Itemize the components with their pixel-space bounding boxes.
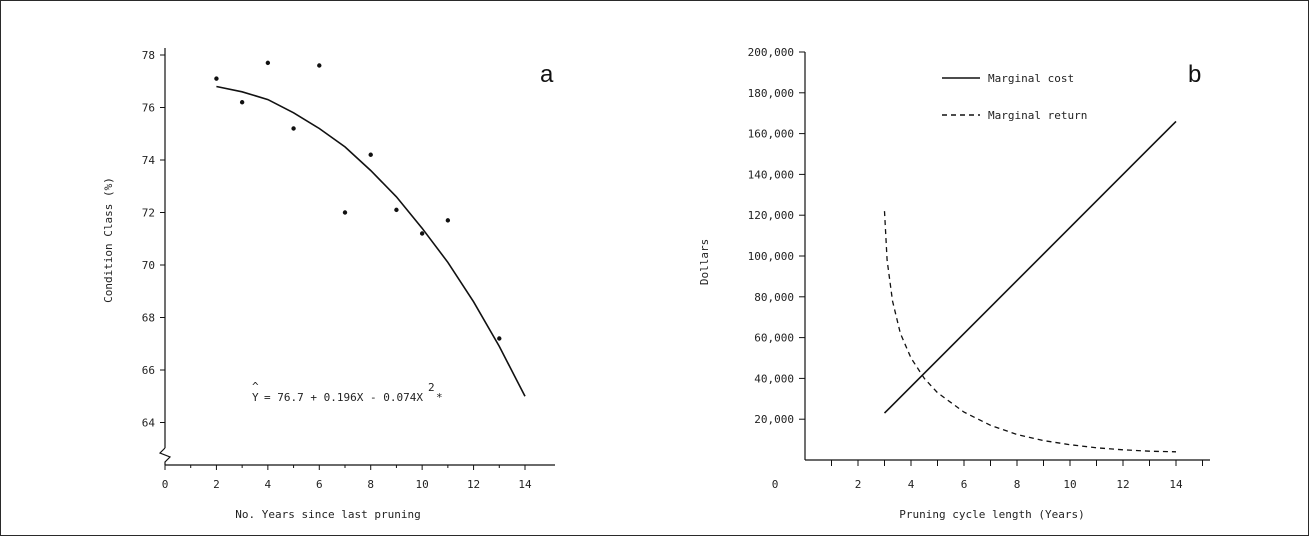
panel-b-y-tick-label: 160,000 bbox=[748, 128, 794, 141]
panel-a-x-tick-label: 10 bbox=[416, 478, 429, 491]
panel-b-x-axis-title: Pruning cycle length (Years) bbox=[899, 508, 1084, 521]
panel-b-y-tick-label: 100,000 bbox=[748, 250, 794, 263]
panel-a-y-tick-label: 72 bbox=[142, 207, 155, 220]
legend-label-marginal-return: Marginal return bbox=[988, 109, 1087, 122]
panel-b-y-tick-label: 120,000 bbox=[748, 209, 794, 222]
panel-a-equation: ^ Y = 76.7 + 0.196X - 0.074X 2 * bbox=[252, 380, 443, 404]
equation-significance: * bbox=[436, 391, 443, 404]
panel-b-x-tick-label: 10 bbox=[1063, 478, 1076, 491]
panel-b-letter: b bbox=[1188, 61, 1201, 88]
panel-a-x-tick-label: 0 bbox=[162, 478, 169, 491]
panel-b-y-tick-label: 80,000 bbox=[754, 291, 794, 304]
panel-b-y-tick-label: 180,000 bbox=[748, 87, 794, 100]
panel-a-y-tick-label: 64 bbox=[142, 417, 156, 430]
panel-a-y-tick-label: 66 bbox=[142, 364, 155, 377]
panel-a-y-tick-label: 70 bbox=[142, 259, 155, 272]
panel-a-letter: a bbox=[540, 61, 554, 88]
panel-b-x-tick-label: 14 bbox=[1169, 478, 1183, 491]
panel-a-x-axis-title: No. Years since last pruning bbox=[235, 508, 420, 521]
panel-a-x-tick-label: 6 bbox=[316, 478, 323, 491]
panel-a-data-point bbox=[419, 231, 425, 236]
panel-a-data-point bbox=[342, 210, 348, 215]
panel-b-y-tick-label: 140,000 bbox=[748, 168, 794, 181]
panel-b-y-tick-label: 60,000 bbox=[754, 332, 794, 345]
panel-a-x-tick-label: 2 bbox=[213, 478, 220, 491]
panel-a-x-tick-label: 14 bbox=[518, 478, 532, 491]
panel-b-x-tick-label: 8 bbox=[1014, 478, 1021, 491]
panel-b-x-tick-label: 12 bbox=[1116, 478, 1129, 491]
series-line-marginal-cost bbox=[883, 120, 1177, 414]
panel-b-x-tick-label: 4 bbox=[908, 478, 915, 491]
panel-a-data-point bbox=[214, 76, 219, 81]
panel-a-y-tick-label: 76 bbox=[142, 102, 155, 115]
equation-yhat: Y bbox=[252, 391, 259, 404]
panel-a-x-tick-label: 8 bbox=[367, 478, 374, 491]
panel-a-data-point bbox=[317, 63, 322, 68]
series-line-marginal-return bbox=[883, 211, 1177, 453]
equation-exponent: 2 bbox=[428, 381, 435, 394]
panel-b-y-tick-label: 200,000 bbox=[748, 46, 794, 59]
panel-a-data-point bbox=[497, 336, 502, 341]
panel-a-data-point bbox=[239, 100, 245, 105]
panel-a-y-tick-label: 68 bbox=[142, 312, 155, 325]
panel-a-y-axis-title: Condition Class (%) bbox=[102, 177, 115, 303]
panel-a-y-tick-label: 74 bbox=[142, 154, 156, 167]
panel-b-x-tick-label: 6 bbox=[961, 478, 968, 491]
panel-a-y-tick-label: 78 bbox=[142, 49, 155, 62]
equation-body: = 76.7 + 0.196X - 0.074X bbox=[264, 391, 423, 404]
panel-b-x-tick-label: 0 bbox=[772, 478, 779, 491]
panel-b-x-tick-label: 2 bbox=[855, 478, 862, 491]
panel-b-chart: b Pruning cycle length (Years) Dollars M… bbox=[698, 46, 1210, 521]
equation-hat: ^ bbox=[252, 380, 259, 393]
panel-b-y-axis-title: Dollars bbox=[698, 239, 711, 285]
panel-a-data-point bbox=[394, 207, 399, 213]
panel-b-y-tick-label: 40,000 bbox=[754, 372, 794, 385]
panel-a-data-point bbox=[291, 126, 296, 131]
panel-a-axis-break bbox=[158, 447, 172, 465]
panel-a-chart: a No. Years since last pruning Condition… bbox=[102, 48, 555, 521]
panel-a-fit-curve bbox=[216, 85, 526, 397]
panel-a-data-point bbox=[445, 218, 451, 223]
panel-a-data-point bbox=[368, 152, 373, 157]
panel-a-data-point bbox=[265, 60, 271, 66]
panel-a-x-tick-label: 12 bbox=[467, 478, 480, 491]
panel-b-legend: Marginal cost Marginal return bbox=[942, 72, 1087, 122]
legend-label-marginal-cost: Marginal cost bbox=[988, 72, 1074, 85]
panel-a-x-tick-label: 4 bbox=[265, 478, 272, 491]
panel-b-y-tick-label: 20,000 bbox=[754, 413, 794, 426]
